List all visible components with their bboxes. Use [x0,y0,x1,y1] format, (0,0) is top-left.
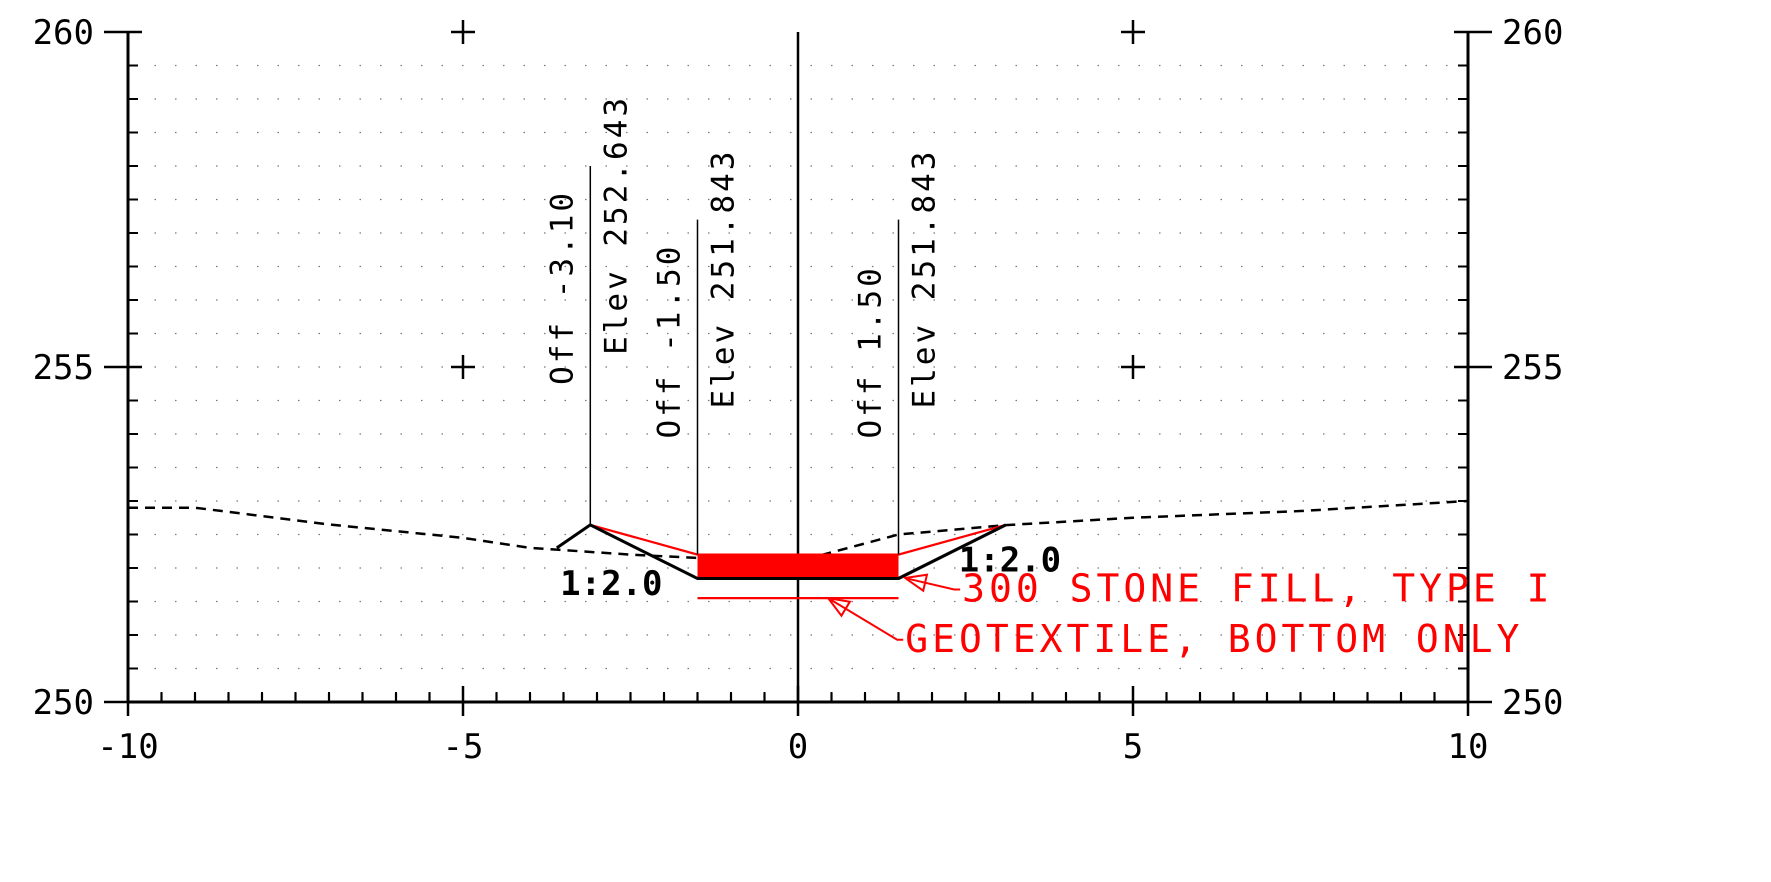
point-annotations: Off -3.10 Elev 252.643 Off -1.50 Elev 251.8… [544,95,942,439]
x-tick-label: 5 [1123,727,1143,767]
geotextile-callout: GEOTEXTILE, BOTTOM ONLY [905,617,1523,661]
x-tick-label: -5 [443,727,484,767]
elev-label: Elev 251.843 [706,149,742,409]
existing-ground [128,499,1469,563]
existing-ground-line [128,499,1469,563]
axis-tick-labels: -10 -5 0 5 10 260 260 255 255 250 250 [33,13,1564,767]
y-tick-label-right: 255 [1502,348,1563,388]
x-tick-label: 10 [1448,727,1489,767]
stone-fill-block [697,554,899,579]
callouts: 300 STONE FILL, TYPE I GEOTEXTILE, BOTTOM… [825,567,1553,661]
callout-leader [827,597,904,641]
design-right-slope [897,523,1007,580]
callout-leader [904,577,961,591]
y-tick-label-right: 250 [1502,683,1563,723]
y-tick-label-left: 255 [33,348,94,388]
design-section-line [555,523,1007,581]
stone-fill-callout: 300 STONE FILL, TYPE I [962,567,1553,611]
slope-labels: 1:2.0 1:2.0 [560,540,1061,603]
elev-label: Elev 252.643 [598,95,634,355]
x-tick-label: 0 [788,727,808,767]
offset-label: Off 1.50 [853,265,889,438]
grid-crosses [451,20,1145,379]
callout-arrowhead [902,573,929,593]
axis-ticks [104,30,1492,716]
stone-fill [590,523,1006,600]
y-tick-label-left: 250 [33,683,94,723]
callout-arrowhead [825,596,852,618]
slope-label: 1:2.0 [959,540,1061,580]
point-leaders [589,166,900,555]
offset-label: Off -3.10 [544,190,580,385]
x-tick-label: -10 [97,727,158,767]
y-tick-label-right: 260 [1502,13,1563,53]
offset-label: Off -1.50 [652,244,688,439]
stone-fill-top-line [590,523,1006,556]
y-tick-label-left: 260 [33,13,94,53]
slope-label: 1:2.0 [560,564,662,604]
elev-label: Elev 251.843 [907,149,943,409]
